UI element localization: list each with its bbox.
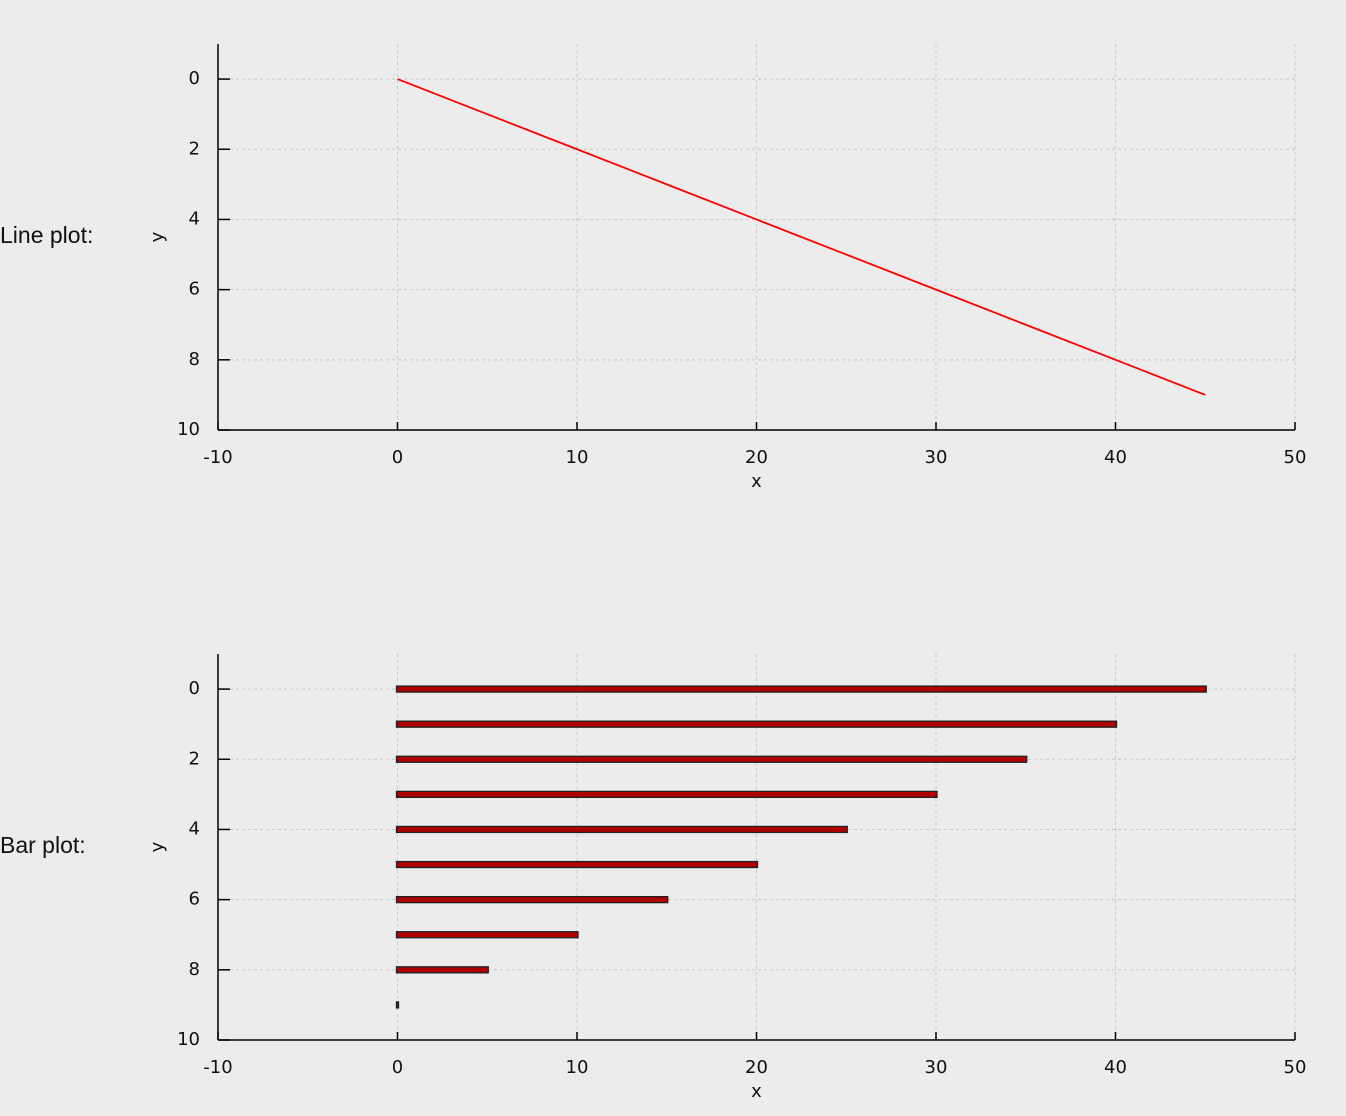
x-tick-label: -10 xyxy=(203,1057,232,1078)
y-axis-label: y xyxy=(147,841,168,852)
x-tick-label: 20 xyxy=(745,1057,768,1078)
x-tick-label: 10 xyxy=(566,1057,589,1078)
x-tick-label: 30 xyxy=(925,1057,948,1078)
y-axis-label: y xyxy=(147,231,168,242)
caption: Line plot: xyxy=(0,222,93,248)
x-tick-label: 40 xyxy=(1104,447,1127,468)
y-tick-label: 2 xyxy=(189,748,200,769)
bar xyxy=(395,1001,400,1009)
x-tick-label: 40 xyxy=(1104,1057,1127,1078)
x-tick-label: 30 xyxy=(925,447,948,468)
caption: Bar plot: xyxy=(0,832,86,858)
bar xyxy=(395,966,489,974)
y-tick-label: 6 xyxy=(189,279,200,300)
x-tick-label: 10 xyxy=(566,447,589,468)
x-tick-label: 50 xyxy=(1284,447,1307,468)
x-axis-label: x xyxy=(751,471,762,492)
y-tick-label: 10 xyxy=(177,1029,200,1050)
bar xyxy=(395,860,759,869)
y-tick-label: 4 xyxy=(189,208,200,229)
bar xyxy=(395,790,938,799)
bar xyxy=(395,720,1118,728)
bar xyxy=(395,895,669,904)
x-tick-label: 20 xyxy=(745,447,768,468)
y-tick-label: 4 xyxy=(189,818,200,839)
y-tick-label: 8 xyxy=(189,959,200,980)
y-tick-label: 0 xyxy=(189,68,200,89)
x-tick-label: -10 xyxy=(203,447,232,468)
x-tick-label: 0 xyxy=(392,447,403,468)
bar xyxy=(395,825,848,834)
x-tick-label: 0 xyxy=(392,1057,403,1078)
bar xyxy=(395,685,1207,693)
y-tick-label: 0 xyxy=(189,678,200,699)
x-tick-label: 50 xyxy=(1284,1057,1307,1078)
y-tick-label: 2 xyxy=(189,138,200,159)
y-tick-label: 8 xyxy=(189,349,200,370)
y-tick-label: 10 xyxy=(177,419,200,440)
x-axis-label: x xyxy=(751,1081,762,1102)
bar xyxy=(395,755,1028,763)
bar xyxy=(395,931,579,939)
data-line xyxy=(397,78,1206,396)
y-tick-label: 6 xyxy=(189,889,200,910)
